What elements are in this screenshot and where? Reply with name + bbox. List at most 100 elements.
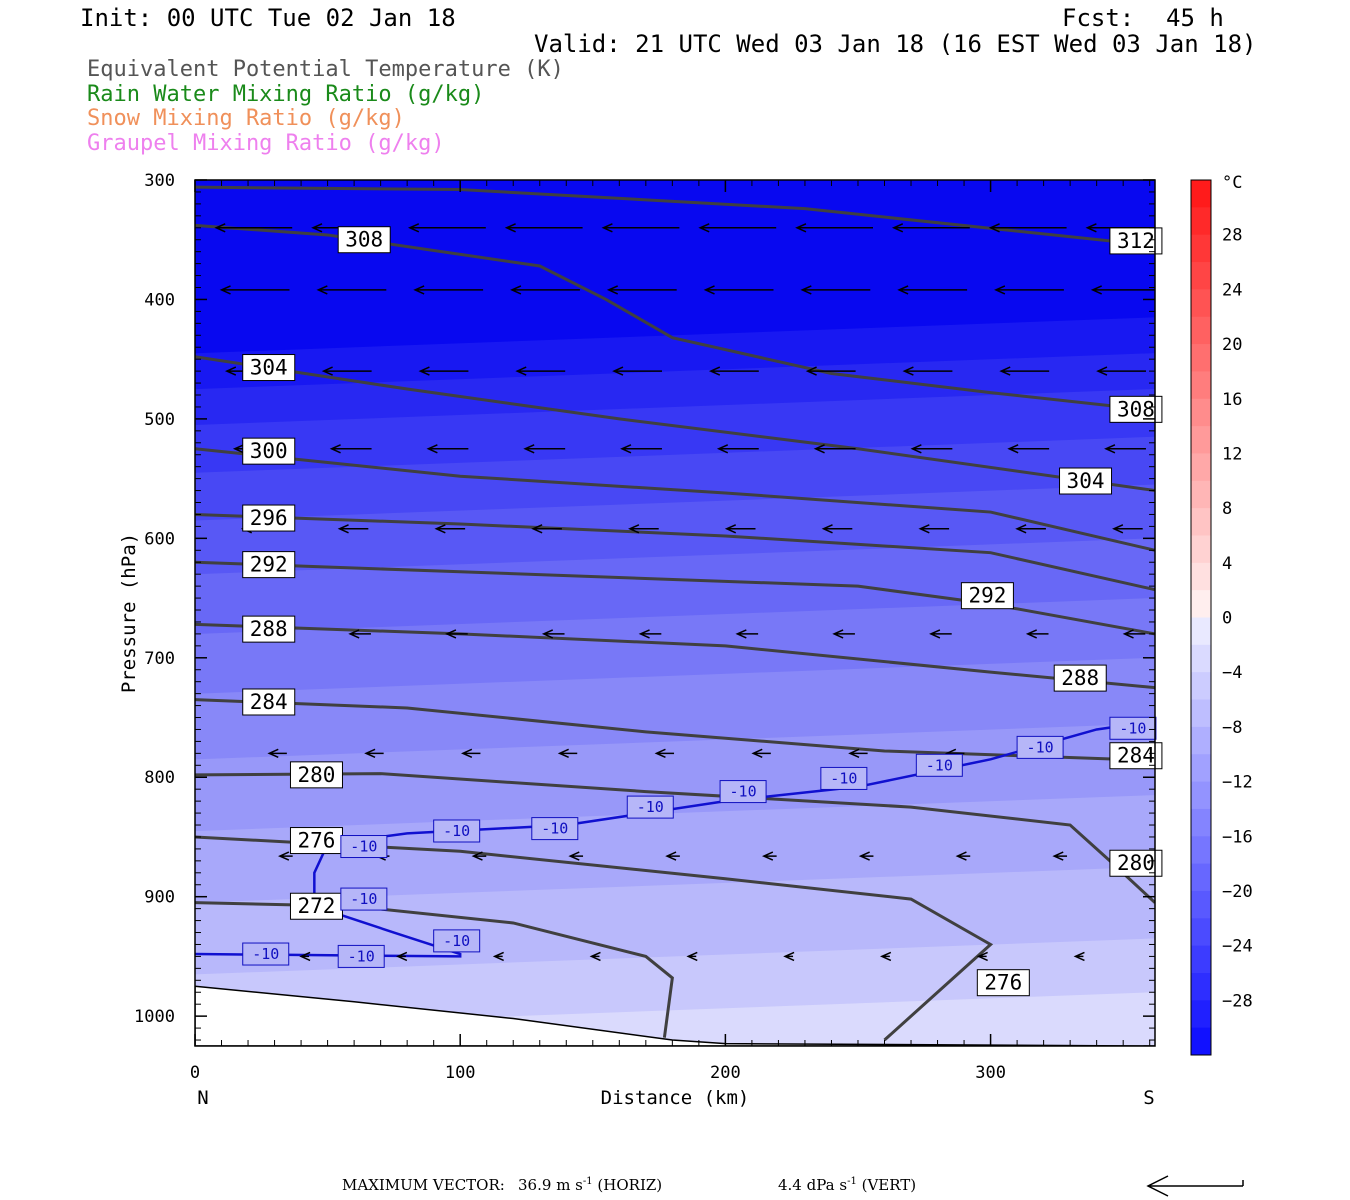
colorbar-segment <box>1191 590 1211 618</box>
theta-e-label: 280 <box>1117 851 1155 875</box>
theta-e-contour <box>195 622 1155 690</box>
colorbar-segment <box>1191 535 1211 564</box>
wind-arrow <box>434 524 466 534</box>
isotherm-label: -10 <box>350 838 377 856</box>
wind-arrow <box>1112 524 1143 534</box>
wind-arrow <box>805 366 856 376</box>
colorbar-segment <box>1191 371 1211 400</box>
y-axis-label: Pressure (hPa) <box>118 533 140 693</box>
wind-arrow <box>994 285 1064 295</box>
footer-vert-tag: (VERT) <box>861 1176 917 1194</box>
reference-vector-arrow <box>1146 1175 1244 1197</box>
y-tick-label: 1000 <box>134 1007 175 1027</box>
wind-arrow <box>724 524 756 534</box>
colorbar-tick-label: 0 <box>1222 609 1232 629</box>
theta-e-label-box <box>976 969 1030 997</box>
theta-e-label-box <box>289 892 343 920</box>
theta-e-contour <box>195 835 994 1042</box>
wind-arrow <box>955 851 971 861</box>
wind-arrow <box>523 444 566 454</box>
wind-arrow <box>329 444 372 454</box>
wind-arrow <box>541 629 565 639</box>
colorbar-segment <box>1191 726 1211 755</box>
colorbar-tick-label: 28 <box>1222 226 1242 246</box>
isotherm-label-box <box>915 753 963 777</box>
wind-arrow <box>606 285 677 295</box>
wind-arrow <box>751 748 771 759</box>
wind-arrow <box>708 366 759 376</box>
colorbar-tick-label: −20 <box>1222 882 1253 902</box>
wind-arrow <box>891 223 970 233</box>
theta-e-label-box <box>337 226 391 254</box>
colorbar-unit: °C <box>1222 173 1242 193</box>
x-axis-label: Distance (km) <box>601 1087 750 1109</box>
colorbar-tick-label: −28 <box>1222 991 1253 1011</box>
theta-e-label-box <box>1109 227 1163 255</box>
isotherm-label: -10 <box>541 820 568 838</box>
wind-arrow <box>783 951 795 962</box>
wind-arrow <box>929 629 952 639</box>
wind-arrow <box>612 366 663 376</box>
wind-arrow <box>504 223 583 233</box>
wind-arrow <box>278 851 293 861</box>
wind-arrow <box>1052 851 1068 861</box>
wind-arrow <box>813 444 856 454</box>
theta-e-label-box <box>242 504 296 532</box>
isotherm-label: -10 <box>443 822 470 840</box>
wind-arrow <box>337 524 369 534</box>
colorbar-segment <box>1191 781 1211 810</box>
wind-arrow <box>219 285 290 295</box>
colorbar-segment <box>1191 426 1211 454</box>
theta-e-label-box <box>960 582 1014 610</box>
colorbar-segment <box>1191 398 1211 427</box>
colorbar-frame <box>1190 179 1212 1056</box>
colorbar-tick-label: −16 <box>1222 827 1253 847</box>
x-tick-label: 300 <box>975 1063 1006 1083</box>
theta-e-label: 312 <box>1117 229 1155 253</box>
theta-e-label-box <box>242 437 296 465</box>
colorbar-segment <box>1191 972 1211 1001</box>
x-tick-label: 200 <box>710 1063 741 1083</box>
wind-arrow <box>1090 285 1155 295</box>
theta-e-label-box <box>242 551 296 579</box>
wind-arrow <box>848 748 868 759</box>
footer-vert-value: 4.4 <box>778 1176 802 1194</box>
colorbar-segment <box>1191 754 1211 783</box>
wind-arrow <box>396 951 408 962</box>
wind-arrow <box>628 524 659 534</box>
wind-arrow <box>858 851 874 861</box>
theta-e-label-box <box>1109 742 1163 770</box>
wind-arrow <box>267 748 287 759</box>
north-label: N <box>197 1087 208 1109</box>
wind-arrow <box>531 524 562 534</box>
isotherm-label: -10 <box>350 890 377 908</box>
wind-arrow <box>902 366 953 376</box>
wind-arrow <box>1025 629 1049 639</box>
wind-arrow <box>214 223 293 233</box>
wind-arrow <box>568 851 584 861</box>
isotherm-label-box <box>433 929 481 953</box>
y-tick-label: 700 <box>144 649 175 669</box>
wind-arrow <box>510 285 580 295</box>
wind-arrow <box>1015 524 1046 534</box>
legend-graupel: Graupel Mixing Ratio (g/kg) <box>87 131 445 156</box>
wind-arrow <box>976 951 988 962</box>
theta-e-label-box <box>1053 664 1107 692</box>
theta-e-label: 284 <box>1117 744 1155 768</box>
footer-vert-unit: dPa s <box>806 1176 848 1194</box>
colorbar-tick-label: 4 <box>1222 554 1232 574</box>
plot-frame <box>194 179 1156 1047</box>
wind-arrow <box>601 223 680 233</box>
legend-snow: Snow Mixing Ratio (g/kg) <box>87 106 405 131</box>
wind-arrow <box>795 223 873 233</box>
colorbar-tick-label: 24 <box>1222 280 1242 300</box>
isotherm-label: -10 <box>252 945 279 963</box>
footer-vert-exp: -1 <box>847 1176 857 1187</box>
colorbar-segment <box>1191 918 1211 947</box>
forecast-label: Fcst: <box>1062 4 1135 32</box>
theta-e-label: 288 <box>1061 666 1099 690</box>
footer-vert: 4.4 dPa s-1 (VERT) <box>778 1176 916 1194</box>
wind-arrow <box>492 951 504 962</box>
colorbar-segment <box>1191 672 1211 701</box>
